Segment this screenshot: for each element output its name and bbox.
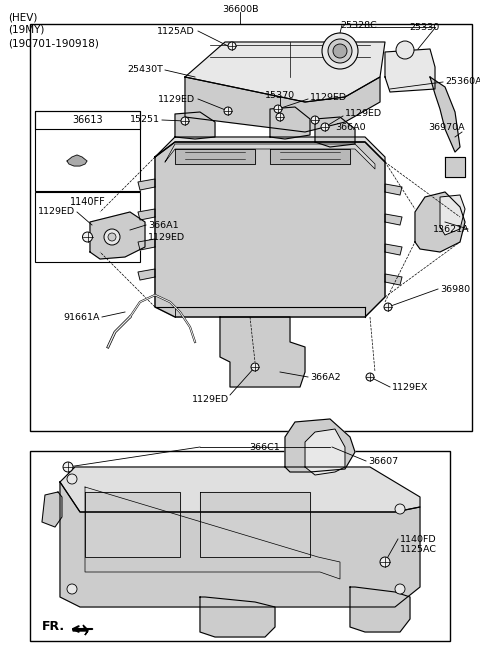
- Text: 36980: 36980: [440, 284, 470, 294]
- Polygon shape: [385, 214, 402, 225]
- Text: 366A1: 366A1: [148, 221, 179, 229]
- Polygon shape: [42, 492, 62, 527]
- Polygon shape: [60, 467, 420, 512]
- Text: (190701-190918): (190701-190918): [8, 38, 99, 48]
- Bar: [35, 192, 140, 262]
- Circle shape: [251, 363, 259, 371]
- Polygon shape: [430, 77, 460, 152]
- Text: 36970A: 36970A: [428, 122, 465, 131]
- Text: 25328C: 25328C: [340, 20, 377, 30]
- Circle shape: [67, 474, 77, 484]
- Bar: [30, 24, 472, 431]
- Bar: [35, 111, 140, 129]
- Text: 91661A: 91661A: [63, 313, 100, 321]
- Polygon shape: [385, 244, 402, 255]
- Polygon shape: [385, 49, 435, 92]
- Polygon shape: [73, 625, 88, 635]
- Text: 1129EX: 1129EX: [392, 382, 428, 392]
- Polygon shape: [305, 429, 345, 475]
- Text: 1129ED: 1129ED: [345, 110, 382, 118]
- Text: 25430T: 25430T: [127, 66, 163, 74]
- Polygon shape: [415, 192, 465, 252]
- Text: 13621A: 13621A: [433, 225, 470, 233]
- Polygon shape: [138, 239, 155, 250]
- Circle shape: [224, 107, 232, 115]
- Polygon shape: [385, 184, 402, 195]
- Text: 1129ED: 1129ED: [192, 394, 228, 403]
- Text: 1140FF: 1140FF: [70, 197, 106, 207]
- Text: 1129ED: 1129ED: [158, 95, 195, 104]
- Circle shape: [83, 232, 93, 242]
- Text: (19MY): (19MY): [8, 25, 44, 35]
- Polygon shape: [138, 209, 155, 220]
- Circle shape: [380, 557, 390, 567]
- Circle shape: [396, 41, 414, 59]
- Text: 25330: 25330: [410, 24, 440, 32]
- Polygon shape: [350, 587, 410, 632]
- Text: 25360A: 25360A: [445, 78, 480, 87]
- Polygon shape: [270, 107, 310, 139]
- Circle shape: [67, 584, 77, 594]
- Circle shape: [108, 233, 116, 241]
- Polygon shape: [440, 195, 465, 235]
- Polygon shape: [200, 597, 275, 637]
- Polygon shape: [385, 274, 402, 285]
- Polygon shape: [165, 144, 375, 169]
- Polygon shape: [175, 149, 255, 164]
- Text: 366A0: 366A0: [335, 122, 366, 131]
- Polygon shape: [315, 117, 355, 147]
- Text: FR.: FR.: [42, 620, 65, 633]
- Circle shape: [322, 33, 358, 69]
- Text: 1140FD: 1140FD: [400, 535, 437, 543]
- Text: 1129ED: 1129ED: [310, 93, 347, 101]
- Polygon shape: [200, 492, 310, 557]
- Polygon shape: [270, 149, 350, 164]
- Text: 36600B: 36600B: [222, 5, 258, 14]
- Text: 1129ED: 1129ED: [148, 233, 185, 242]
- Text: 15251: 15251: [130, 116, 160, 124]
- Text: 366A2: 366A2: [310, 373, 341, 382]
- Circle shape: [276, 113, 284, 121]
- Polygon shape: [445, 157, 465, 177]
- Polygon shape: [155, 142, 385, 317]
- Circle shape: [384, 303, 392, 311]
- Circle shape: [328, 39, 352, 63]
- Bar: [30, 451, 450, 641]
- Polygon shape: [285, 419, 355, 472]
- Polygon shape: [138, 269, 155, 280]
- Polygon shape: [60, 482, 420, 607]
- Text: (HEV): (HEV): [8, 12, 37, 22]
- Text: 1125AC: 1125AC: [400, 545, 437, 555]
- Circle shape: [366, 373, 374, 381]
- Polygon shape: [155, 137, 385, 162]
- Polygon shape: [220, 317, 305, 387]
- Circle shape: [104, 229, 120, 245]
- Polygon shape: [185, 77, 380, 132]
- Polygon shape: [138, 179, 155, 190]
- Text: 366C1: 366C1: [250, 443, 280, 451]
- Polygon shape: [90, 212, 145, 259]
- Circle shape: [63, 462, 73, 472]
- Circle shape: [333, 44, 347, 58]
- Circle shape: [181, 117, 189, 125]
- Text: 36607: 36607: [368, 457, 398, 466]
- Polygon shape: [185, 42, 385, 102]
- Circle shape: [321, 123, 329, 131]
- Circle shape: [228, 42, 236, 50]
- Text: 36613: 36613: [72, 115, 103, 125]
- Circle shape: [311, 116, 319, 124]
- Circle shape: [274, 105, 282, 113]
- Text: 1125AD: 1125AD: [157, 26, 195, 35]
- Circle shape: [395, 504, 405, 514]
- Bar: [35, 111, 140, 191]
- Text: 15370: 15370: [265, 91, 295, 99]
- Circle shape: [395, 584, 405, 594]
- Polygon shape: [175, 112, 215, 139]
- Polygon shape: [67, 155, 87, 166]
- Polygon shape: [85, 492, 180, 557]
- Text: 1129ED: 1129ED: [38, 208, 75, 217]
